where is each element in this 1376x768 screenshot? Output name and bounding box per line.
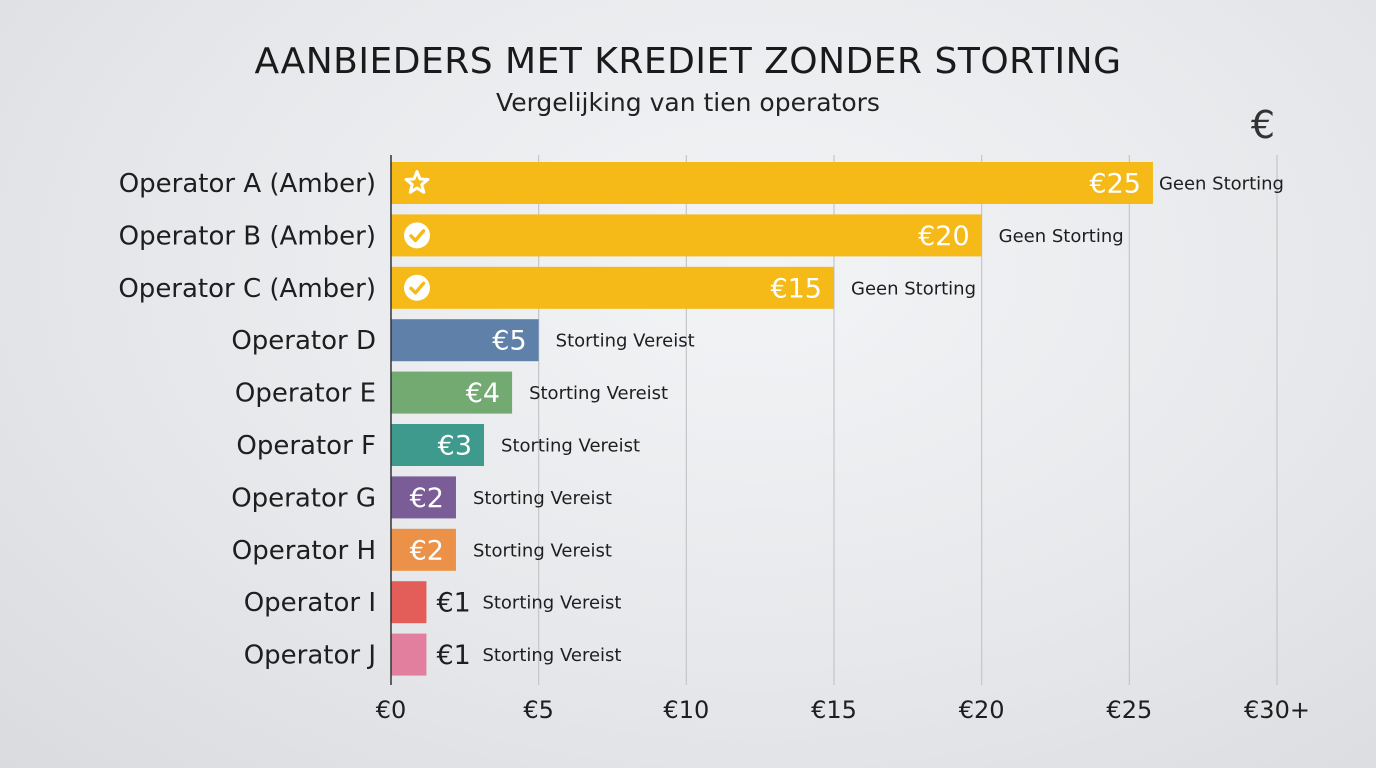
bar: [391, 633, 427, 676]
category-label: Operator E: [235, 379, 376, 409]
status-label: Storting Vereist: [556, 331, 695, 352]
check-circle-icon: [404, 274, 430, 301]
star-icon: [404, 170, 430, 194]
x-tick-label: €10: [663, 696, 709, 724]
bars: €25 Geen Storting €20 Geen Storting €15 Geen …: [391, 162, 1284, 676]
x-tick-label: €0: [376, 696, 407, 724]
bar: [391, 371, 513, 414]
bar: [391, 162, 1153, 204]
category-label: Operator F: [236, 431, 376, 461]
value-label: €25: [1089, 169, 1141, 200]
bar: [391, 266, 834, 309]
bar: [391, 424, 485, 466]
x-tick-label: €30+: [1244, 696, 1310, 724]
status-label: Geen Storting: [851, 278, 976, 299]
category-label: Operator H: [232, 536, 376, 566]
bar: [391, 528, 456, 571]
category-label: Operator D: [231, 326, 376, 356]
status-label: Storting Vereist: [482, 593, 621, 614]
bar: [391, 581, 427, 624]
status-label: Geen Storting: [1159, 174, 1284, 195]
value-label: €5: [492, 326, 526, 357]
bar: [391, 214, 982, 257]
status-label: Storting Vereist: [482, 645, 621, 666]
value-label: €20: [918, 221, 970, 252]
value-label: €2: [410, 535, 444, 566]
status-label: Storting Vereist: [473, 540, 612, 561]
status-label: Storting Vereist: [529, 383, 668, 404]
bar: [391, 476, 456, 519]
x-tick-label: €5: [523, 696, 554, 724]
x-tick-label: €15: [811, 696, 857, 724]
chart-title: AANBIEDERS MET KREDIET ZONDER STORTING: [254, 41, 1121, 82]
category-labels: Operator A (Amber) Operator B (Amber) Oper…: [118, 169, 376, 671]
category-label: Operator B (Amber): [119, 221, 376, 251]
value-label: €15: [770, 273, 822, 304]
x-tick-label: €20: [959, 696, 1005, 724]
value-label: €3: [438, 431, 472, 462]
chart-subtitle: Vergelijking van tien operators: [496, 88, 880, 117]
x-axis-ticks: €0 €5 €10 €15 €20 €25 €30+: [376, 696, 1310, 724]
category-label: Operator C (Amber): [118, 274, 376, 304]
bar: [391, 319, 539, 362]
category-label: Operator A (Amber): [119, 169, 376, 199]
status-label: Storting Vereist: [501, 436, 640, 457]
value-label: €2: [410, 483, 444, 514]
value-label: €4: [466, 378, 500, 409]
status-label: Storting Vereist: [473, 488, 612, 509]
value-label: €1: [436, 588, 470, 619]
value-label: €1: [436, 640, 470, 671]
check-circle-icon: [404, 222, 430, 249]
category-label: Operator G: [231, 483, 376, 513]
category-label: Operator I: [244, 588, 376, 618]
status-label: Geen Storting: [999, 226, 1124, 247]
x-tick-label: €25: [1106, 696, 1152, 724]
category-label: Operator J: [244, 641, 376, 671]
euro-icon: €: [1251, 103, 1275, 147]
